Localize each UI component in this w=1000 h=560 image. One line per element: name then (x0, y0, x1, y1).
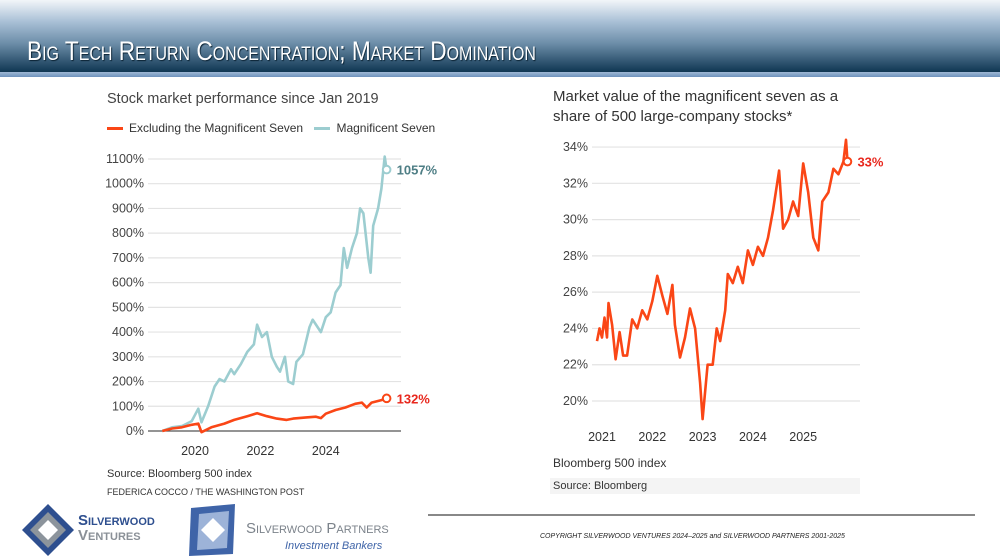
right-chart-title-line1: Market value of the magnificent seven as… (553, 88, 839, 105)
y-tick-label: 24% (563, 321, 588, 335)
series-line (161, 397, 388, 434)
y-tick-label: 1100% (106, 152, 144, 166)
x-tick-label: 2022 (638, 430, 666, 444)
y-tick-label: 28% (563, 249, 588, 263)
y-tick-label: 200% (112, 375, 144, 389)
y-tick-label: 500% (112, 300, 144, 314)
y-tick-label: 22% (563, 358, 588, 372)
y-tick-label: 600% (112, 276, 144, 290)
series-line (595, 138, 849, 421)
logo2-line1: Silverwood Partners (246, 520, 389, 537)
y-tick-label: 100% (112, 399, 144, 413)
y-tick-label: 26% (563, 285, 588, 299)
y-tick-label: 30% (563, 213, 588, 227)
end-marker (381, 393, 392, 404)
y-tick-label: 700% (112, 251, 144, 265)
x-tick-label: 2022 (246, 444, 274, 458)
logo1-line1: Silverwood (78, 512, 155, 529)
y-tick-label: 300% (112, 350, 144, 364)
y-tick-label: 400% (112, 325, 144, 339)
y-tick-label: 34% (563, 140, 588, 154)
silverwood-ventures-logo-icon (22, 504, 74, 556)
legend-label: Excluding the Magnificent Seven (129, 121, 304, 135)
y-tick-label: 20% (563, 394, 588, 408)
end-value-label: 33% (857, 155, 883, 170)
left-source: Source: Bloomberg 500 index (107, 468, 252, 480)
x-tick-label: 2021 (588, 430, 616, 444)
left-credit: FEDERICA COCCO / THE WASHINGTON POST (107, 487, 305, 497)
x-tick-label: 2025 (789, 430, 817, 444)
legend-swatch-teal (314, 127, 331, 131)
x-tick-label: 2020 (181, 444, 209, 458)
right-note: Bloomberg 500 index (553, 456, 667, 470)
y-tick-label: 900% (112, 201, 144, 215)
logo1-line2: Ventures (78, 527, 141, 544)
copyright: COPYRIGHT SILVERWOOD VENTURES 2024–2025 … (540, 533, 845, 540)
legend-label: Magnificent Seven (336, 121, 436, 135)
end-value-label: 132% (397, 391, 431, 406)
footer-divider (428, 514, 975, 516)
y-tick-label: 0% (126, 424, 144, 438)
legend-excluding: Excluding the Magnificent Seven Magnific… (107, 121, 435, 135)
logo2-line2: Investment Bankers (285, 540, 383, 552)
source-band (550, 478, 860, 494)
series-line (161, 155, 388, 433)
end-marker (842, 156, 853, 167)
right-chart-title-line2: share of 500 large-company stocks* (553, 108, 793, 125)
x-tick-label: 2024 (739, 430, 767, 444)
header-stripe (0, 72, 1000, 77)
y-tick-label: 800% (112, 226, 144, 240)
x-tick-label: 2024 (312, 444, 340, 458)
silverwood-partners-logo-icon (189, 504, 235, 556)
end-marker (381, 164, 392, 175)
y-tick-label: 32% (563, 176, 588, 190)
page-title: Big Tech Return Concentration; Market Do… (27, 36, 536, 66)
left-chart-title: Stock market performance since Jan 2019 (107, 91, 379, 107)
end-value-label: 1057% (397, 163, 438, 178)
header-bar (0, 0, 1000, 72)
y-tick-label: 1000% (105, 177, 144, 191)
legend-swatch-orange (107, 127, 123, 131)
right-source: Source: Bloomberg (553, 480, 648, 492)
x-tick-label: 2023 (689, 430, 717, 444)
